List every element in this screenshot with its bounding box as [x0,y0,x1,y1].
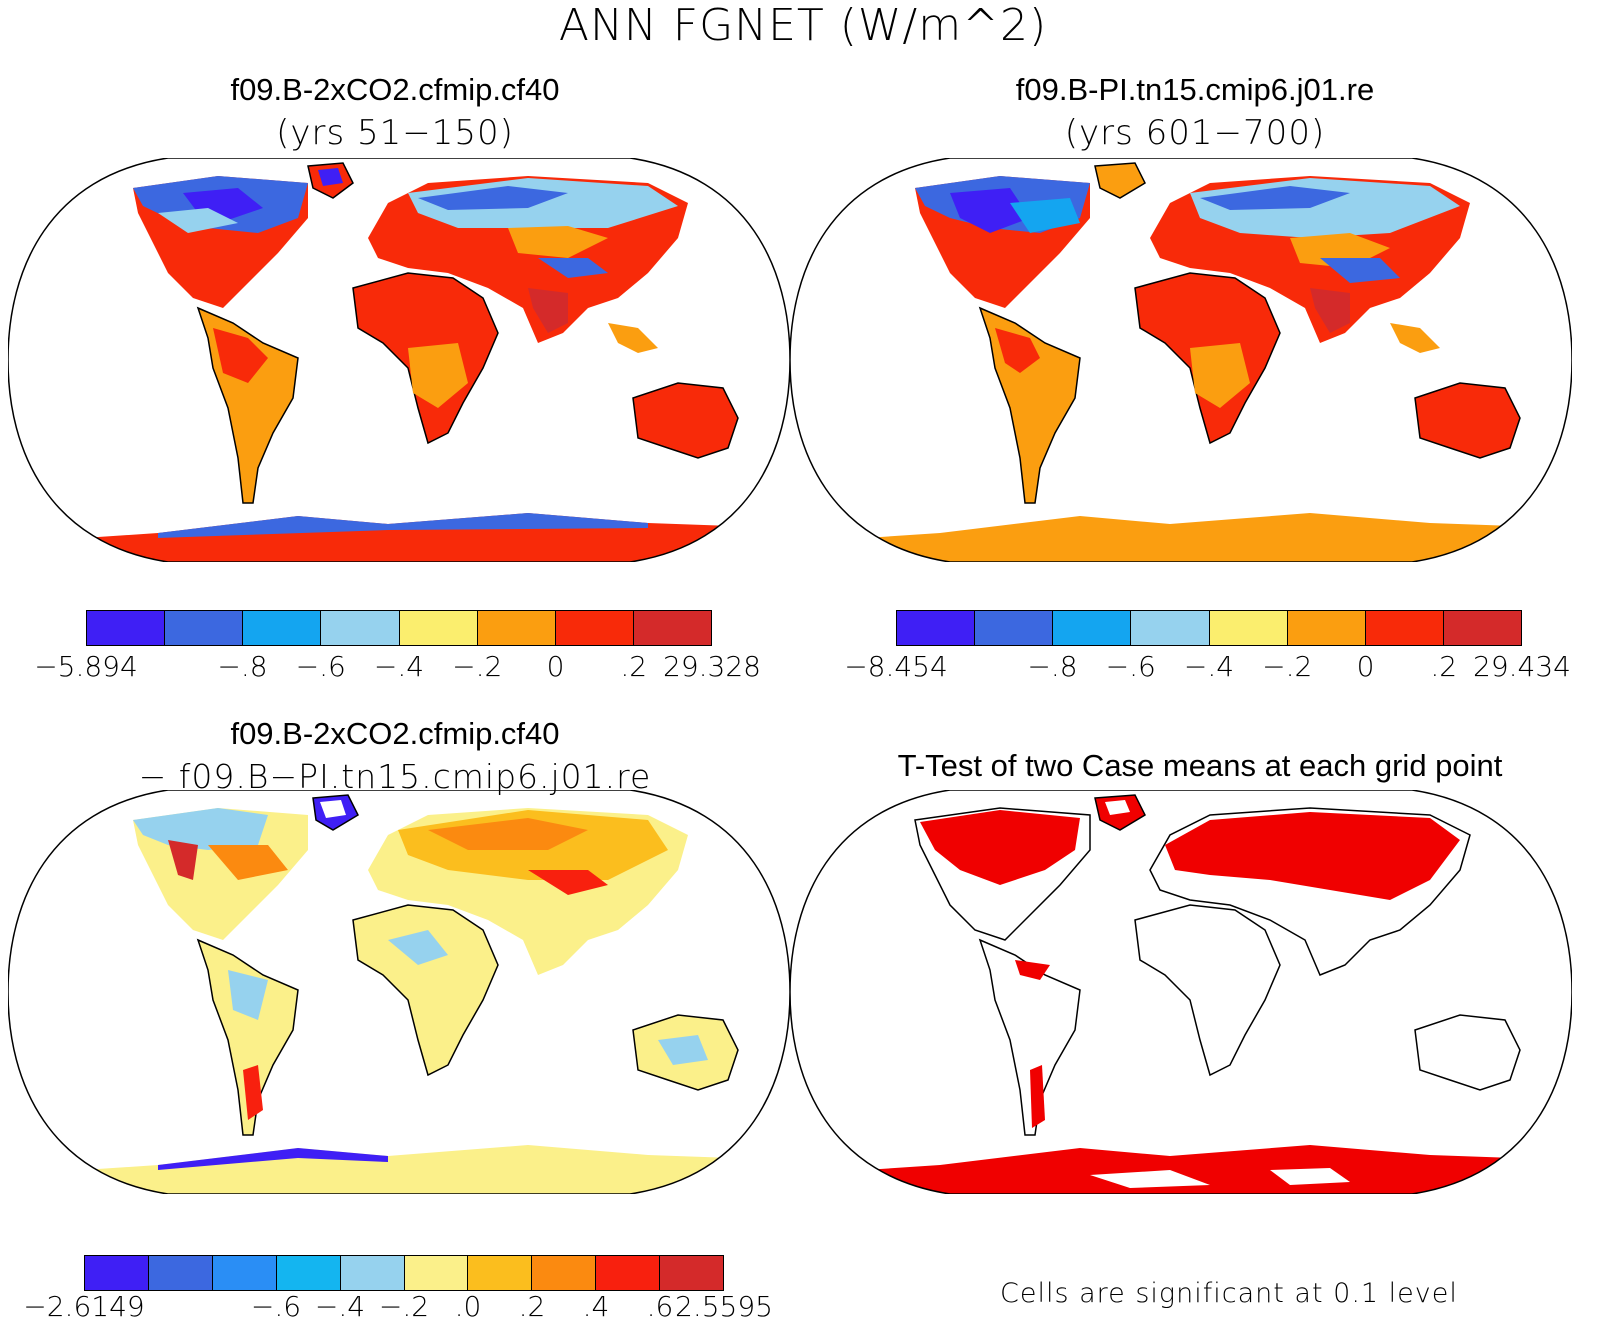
colorbar-tick-label: .4 [582,1290,610,1323]
colorbar-swatch [1443,611,1521,645]
colorbar-tick-label: −.6 [295,650,346,683]
colorbar-labels-bottom-left: −2.6149 −.6 −.4 −.2 .0 .2 .4 .6 2.5595 [23,1290,773,1326]
colorbar-top-right [896,610,1522,646]
colorbar-swatch [468,1256,533,1290]
colorbar-swatch [1131,611,1210,645]
colorbar-bottom-left [84,1255,724,1291]
colorbar-tick-label: −.6 [250,1290,302,1323]
panel-title-top-left: f09.B-2xCO2.cfmip.cf40 [230,72,560,107]
colorbar-swatch [212,1256,277,1290]
panel-title-bottom-left: f09.B-2xCO2.cfmip.cf40 [230,716,560,751]
colorbar-tick-label: −5.894 [34,650,138,683]
colorbar-tick-label: −8.454 [844,650,948,683]
colorbar-swatch [276,1256,341,1290]
figure-title: ANN FGNET (W/m^2) [558,0,1048,51]
colorbar-swatch [165,611,244,645]
colorbar-swatch [1365,611,1444,645]
colorbar-swatch [596,1256,661,1290]
colorbar-swatch [87,611,166,645]
colorbar-tick-label: 2.5595 [675,1290,773,1323]
colorbar-tick-label: 0 [1356,650,1375,683]
colorbar-tick-label: −.4 [373,650,425,683]
colorbar-tick-label: −.4 [1183,650,1235,683]
colorbar-swatch [404,1256,469,1290]
colorbar-tick-label: 29.328 [663,650,761,683]
colorbar-swatch [399,611,478,645]
colorbar-labels-top-left: −5.894 −.8 −.6 −.4 −.2 0 .2 29.328 [34,650,761,686]
colorbar-swatch [85,1256,149,1290]
map-top-right [790,158,1572,562]
map-bottom-right [790,790,1572,1194]
colorbar-tick-label: 0 [546,650,565,683]
map-top-left [8,158,790,562]
colorbar-swatch [340,1256,405,1290]
colorbar-tick-label: 29.434 [1473,650,1571,683]
colorbar-swatch [477,611,556,645]
colorbar-top-left [86,610,712,646]
colorbar-tick-label: .2 [518,1290,546,1323]
map-bottom-left [8,790,790,1194]
colorbar-swatch [1209,611,1288,645]
colorbar-tick-label: −.8 [1027,650,1078,683]
colorbar-tick-label: −.4 [314,1290,366,1323]
colorbar-tick-label: −.6 [1105,650,1156,683]
colorbar-tick-label: −.8 [217,650,268,683]
colorbar-swatch [148,1256,213,1290]
colorbar-swatch [1053,611,1132,645]
colorbar-swatch [633,611,711,645]
colorbar-tick-label: .0 [454,1290,482,1323]
significance-note: Cells are significant at 0.1 level [1000,1278,1458,1309]
colorbar-tick-label: −.2 [1262,650,1313,683]
colorbar-tick-label: .2 [1430,650,1458,683]
colorbar-swatch [660,1256,724,1290]
colorbar-tick-label: −.2 [452,650,503,683]
australia [632,382,739,459]
colorbar-labels-top-right: −8.454 −.8 −.6 −.4 −.2 0 .2 29.434 [844,650,1571,686]
colorbar-tick-label: −2.6149 [23,1290,145,1323]
antarctica [8,513,790,562]
panel-title-top-right: f09.B-PI.tn15.cmip6.j01.re [1015,72,1375,107]
colorbar-swatch [1287,611,1366,645]
colorbar-swatch [555,611,634,645]
colorbar-swatch [897,611,976,645]
colorbar-tick-label: −.2 [378,1290,430,1323]
colorbar-swatch [975,611,1054,645]
colorbar-swatch [243,611,322,645]
colorbar-tick-label: .6 [646,1290,674,1323]
colorbar-swatch [532,1256,597,1290]
colorbar-swatch [321,611,400,645]
panel-title-bottom-right: T-Test of two Case means at each grid po… [897,748,1503,783]
panel-subtitle-top-right: (yrs 601−700) [1064,113,1326,153]
colorbar-tick-label: .2 [620,650,648,683]
panel-subtitle-top-left: (yrs 51−150) [276,113,514,153]
south-america [196,306,299,504]
